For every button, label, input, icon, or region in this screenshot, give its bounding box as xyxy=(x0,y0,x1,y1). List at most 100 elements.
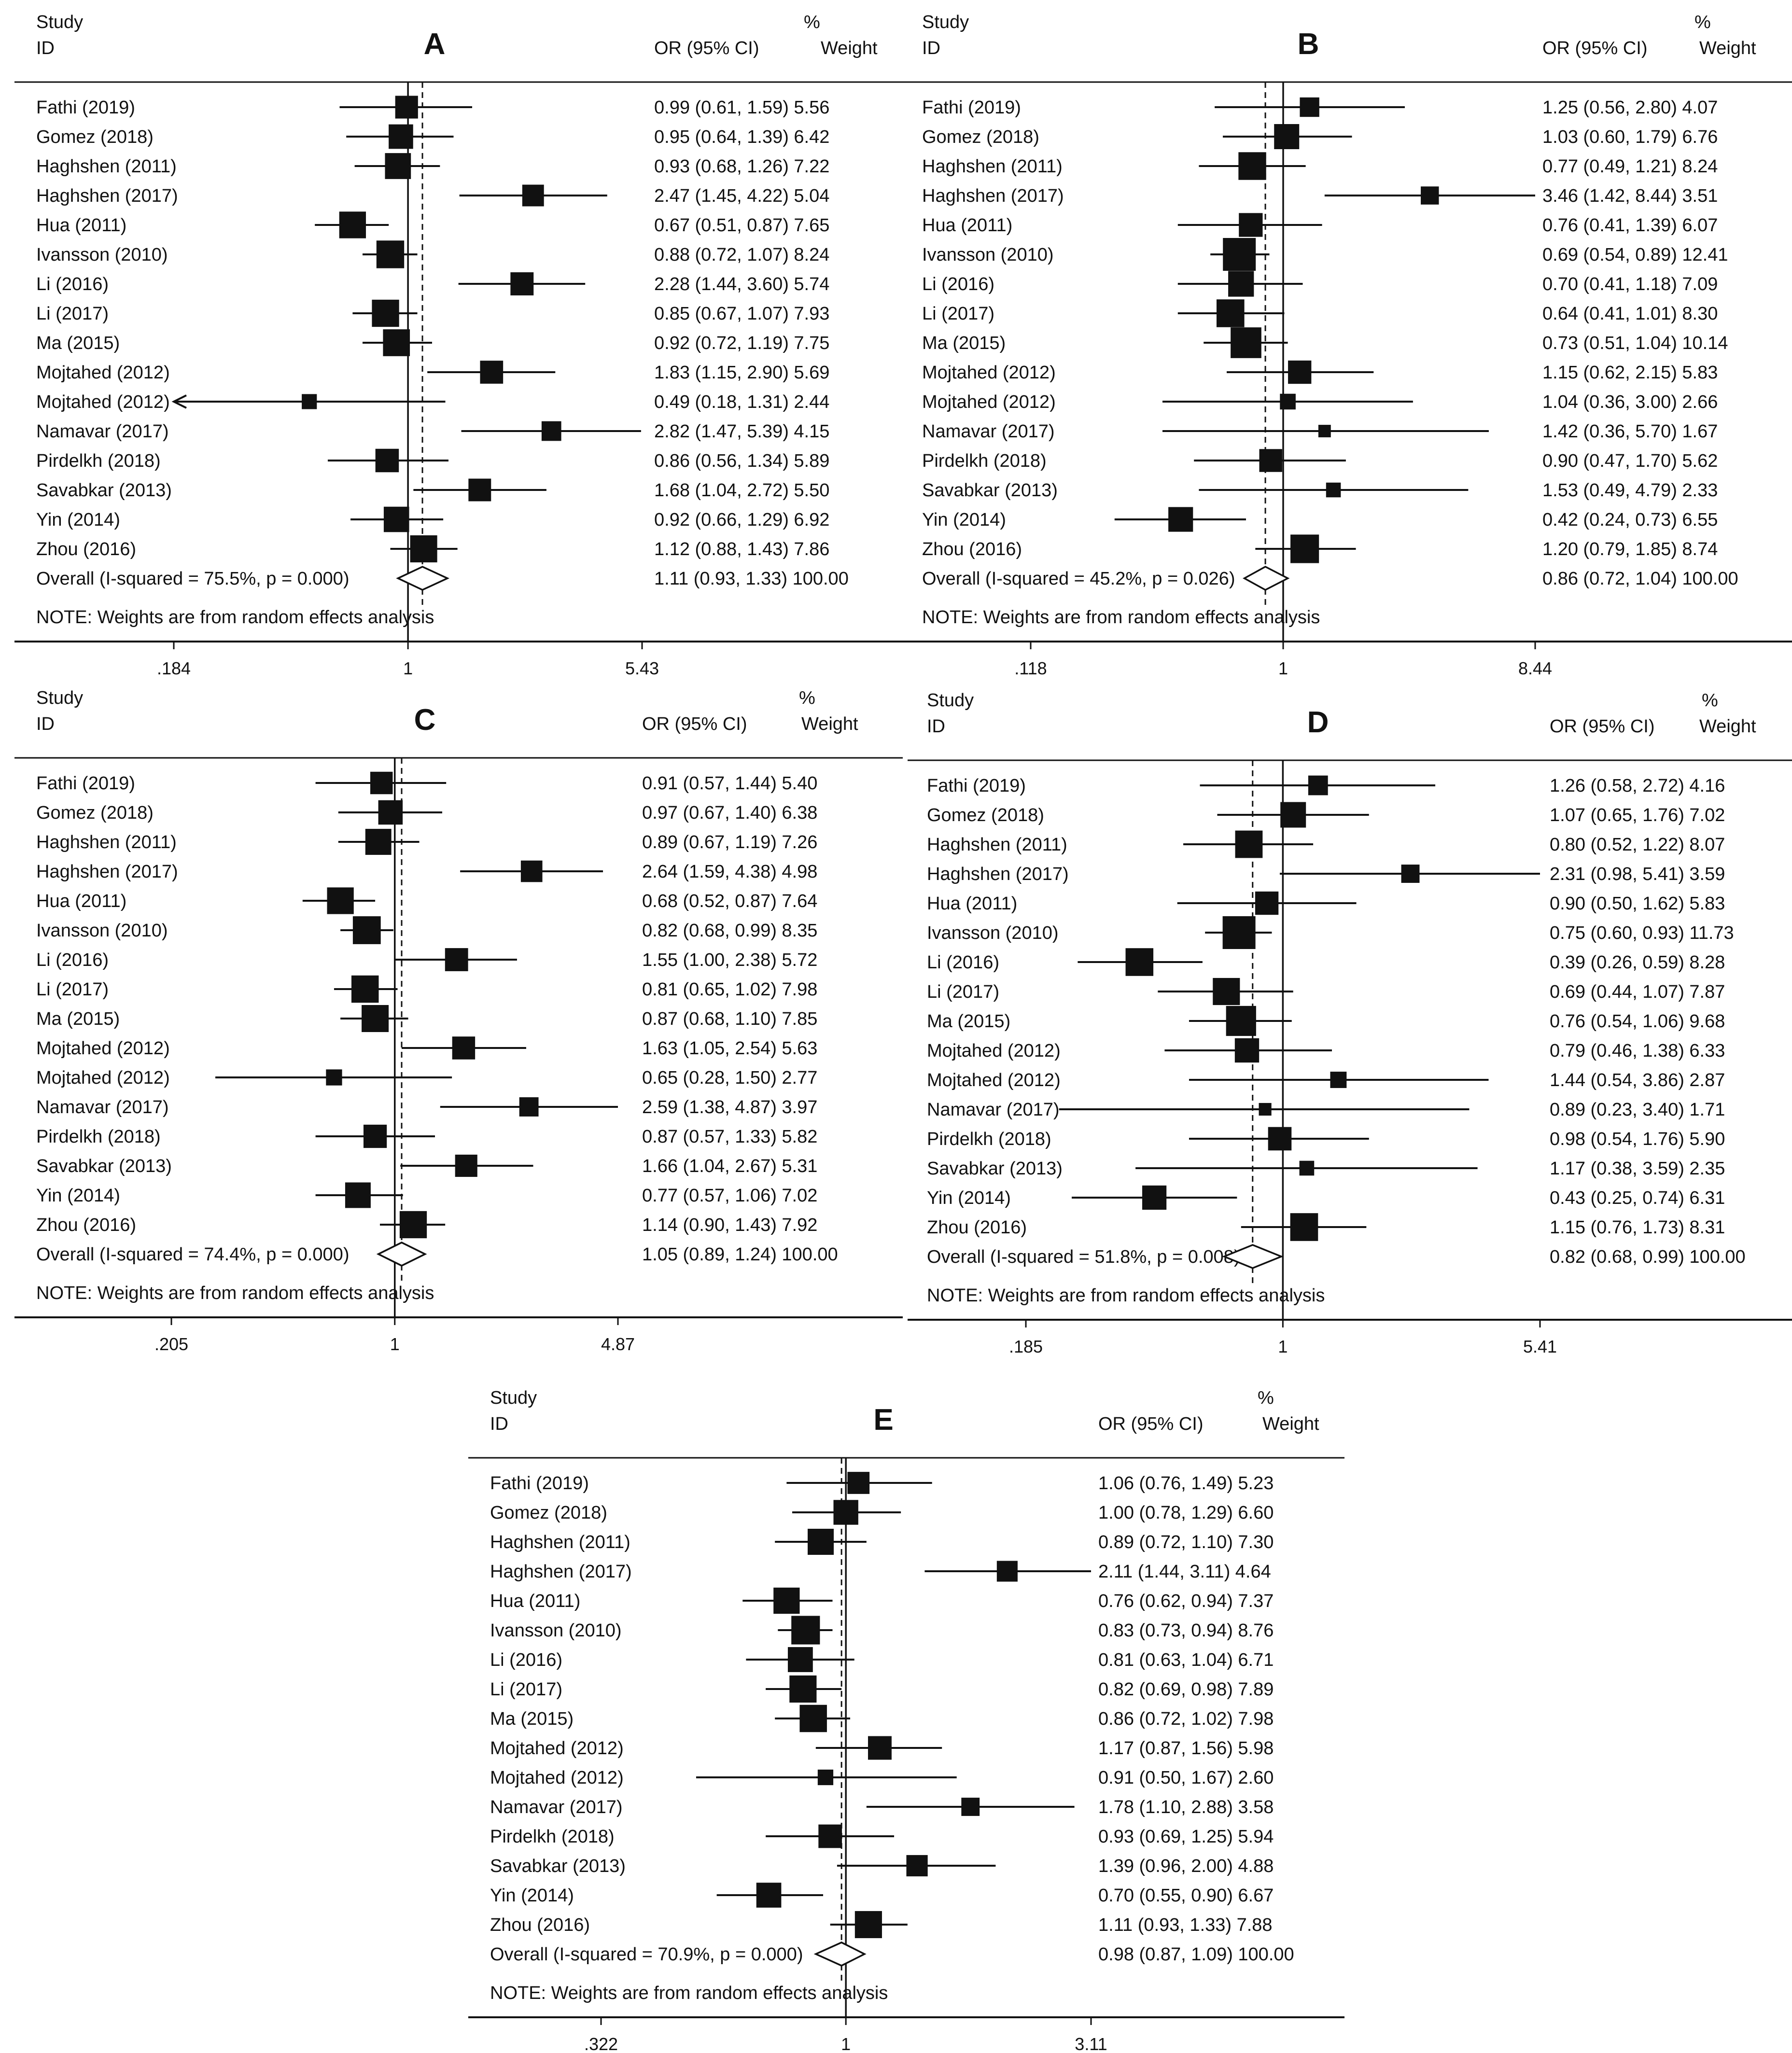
study-label: Yin (2014) xyxy=(36,510,120,530)
point-estimate-square xyxy=(791,1616,820,1645)
point-estimate-square xyxy=(787,1647,813,1672)
study-row: Mojtahed (2012) 0.79 (0.46, 1.38) 6.33 xyxy=(927,1038,1725,1063)
study-or-text: 0.90 (0.47, 1.70) 5.62 xyxy=(1542,451,1718,471)
axis-tick-label: .205 xyxy=(154,1334,188,1354)
point-estimate-square xyxy=(327,887,354,914)
overall-label: Overall (I-squared = 74.4%, p = 0.000) xyxy=(36,1244,349,1265)
study-or-text: 0.93 (0.69, 1.25) 5.94 xyxy=(1098,1827,1274,1847)
study-or-text: 0.82 (0.68, 0.99) 8.35 xyxy=(642,921,817,941)
study-or-text: 1.63 (1.05, 2.54) 5.63 xyxy=(642,1038,817,1059)
study-label: Fathi (2019) xyxy=(922,98,1021,118)
study-row: Pirdelkh (2018) 0.98 (0.54, 1.76) 5.90 xyxy=(927,1127,1725,1151)
header-study: Study xyxy=(922,12,969,32)
point-estimate-square xyxy=(1330,1072,1347,1088)
overall-diamond xyxy=(813,1941,867,1967)
study-row: Gomez (2018) 1.07 (0.65, 1.76) 7.02 xyxy=(927,802,1725,828)
study-or-text: 0.87 (0.68, 1.10) 7.85 xyxy=(642,1009,817,1029)
axis-tick-label: .184 xyxy=(157,658,191,678)
point-estimate-square xyxy=(1274,124,1300,149)
study-row: Li (2016) 2.28 (1.44, 3.60) 5.74 xyxy=(36,272,829,295)
study-or-text: 0.89 (0.72, 1.10) 7.30 xyxy=(1098,1532,1274,1552)
study-row: Namavar (2017) 0.89 (0.23, 3.40) 1.71 xyxy=(927,1100,1725,1120)
weights-note: NOTE: Weights are from random effects an… xyxy=(922,607,1320,628)
header-weight: Weight xyxy=(1699,38,1756,58)
study-row: Fathi (2019) 0.91 (0.57, 1.44) 5.40 xyxy=(36,771,817,795)
point-estimate-square xyxy=(1401,865,1420,883)
study-row: Zhou (2016) 1.14 (0.90, 1.43) 7.92 xyxy=(36,1211,817,1239)
study-or-text: 1.20 (0.79, 1.85) 8.74 xyxy=(1542,539,1718,559)
point-estimate-square xyxy=(868,1736,892,1760)
study-label: Haghshen (2011) xyxy=(36,832,177,852)
point-estimate-square xyxy=(339,211,366,238)
point-estimate-square xyxy=(395,96,418,119)
study-row: Savabkar (2013) 1.17 (0.38, 3.59) 2.35 xyxy=(927,1159,1725,1179)
ci-arrow-left xyxy=(171,394,187,409)
study-or-text: 0.39 (0.26, 0.59) 8.28 xyxy=(1550,952,1725,973)
study-or-text: 2.64 (1.59, 4.38) 4.98 xyxy=(642,862,817,882)
study-row: Hua (2011) 0.90 (0.50, 1.62) 5.83 xyxy=(927,891,1725,915)
point-estimate-square xyxy=(1239,213,1263,237)
point-estimate-square xyxy=(362,1005,389,1033)
study-or-text: 1.00 (0.78, 1.29) 6.60 xyxy=(1098,1503,1274,1523)
point-estimate-square xyxy=(1213,978,1240,1006)
header-study: Study xyxy=(490,1388,537,1408)
study-row: Mojtahed (2012) 1.63 (1.05, 2.54) 5.63 xyxy=(36,1036,817,1060)
study-or-text: 1.11 (0.93, 1.33) 7.88 xyxy=(1098,1915,1273,1935)
study-row: Ma (2015) 0.87 (0.68, 1.10) 7.85 xyxy=(36,1005,817,1033)
study-row: Ivansson (2010) 0.75 (0.60, 0.93) 11.73 xyxy=(927,916,1734,949)
point-estimate-square xyxy=(520,860,543,882)
study-or-text: 0.75 (0.60, 0.93) 11.73 xyxy=(1550,923,1734,943)
study-label: Haghshen (2017) xyxy=(36,862,178,882)
study-label: Namavar (2017) xyxy=(927,1100,1060,1120)
study-or-text: 3.46 (1.42, 8.44) 3.51 xyxy=(1542,186,1718,206)
weights-note: NOTE: Weights are from random effects an… xyxy=(490,1983,888,2003)
study-or-text: 1.14 (0.90, 1.43) 7.92 xyxy=(642,1215,817,1235)
study-label: Pirdelkh (2018) xyxy=(36,1127,161,1147)
study-row: Savabkar (2013) 1.68 (1.04, 2.72) 5.50 xyxy=(36,478,829,502)
study-or-text: 1.17 (0.38, 3.59) 2.35 xyxy=(1550,1159,1725,1179)
study-row: Zhou (2016) 1.12 (0.88, 1.43) 7.86 xyxy=(36,535,829,563)
panel-letter: E xyxy=(873,1403,893,1437)
study-or-text: 0.77 (0.49, 1.21) 8.24 xyxy=(1542,156,1718,177)
point-estimate-square xyxy=(383,506,409,532)
study-label: Mojtahed (2012) xyxy=(490,1768,624,1788)
study-row: Mojtahed (2012) 0.49 (0.18, 1.31) 2.44 xyxy=(36,392,829,412)
point-estimate-square xyxy=(808,1528,834,1555)
point-estimate-square xyxy=(468,478,491,502)
header-percent: % xyxy=(799,688,815,708)
study-label: Mojtahed (2012) xyxy=(922,392,1056,412)
study-row: Pirdelkh (2018) 0.86 (0.56, 1.34) 5.89 xyxy=(36,448,829,473)
study-or-text: 0.67 (0.51, 0.87) 7.65 xyxy=(654,215,829,236)
study-row: Namavar (2017) 2.59 (1.38, 4.87) 3.97 xyxy=(36,1097,817,1117)
overall-row: Overall (I-squared = 51.8%, p = 0.008) 0.… xyxy=(927,1244,1746,1269)
study-or-text: 0.98 (0.54, 1.76) 5.90 xyxy=(1550,1129,1725,1149)
study-or-text: 0.43 (0.25, 0.74) 6.31 xyxy=(1550,1188,1725,1208)
point-estimate-square xyxy=(383,329,410,356)
study-row: Mojtahed (2012) 1.83 (1.15, 2.90) 5.69 xyxy=(36,361,829,384)
study-row: Li (2016) 0.81 (0.63, 1.04) 6.71 xyxy=(490,1647,1274,1672)
point-estimate-square xyxy=(1231,327,1261,358)
overall-or-text: 0.86 (0.72, 1.04) 100.00 xyxy=(1542,569,1738,589)
study-row: Zhou (2016) 1.20 (0.79, 1.85) 8.74 xyxy=(922,534,1718,563)
point-estimate-square xyxy=(1290,534,1319,563)
point-estimate-square xyxy=(1259,1103,1272,1116)
study-row: Ivansson (2010) 0.82 (0.68, 0.99) 8.35 xyxy=(36,916,817,944)
study-row: Hua (2011) 0.76 (0.41, 1.39) 6.07 xyxy=(922,213,1718,237)
study-or-text: 1.78 (1.10, 2.88) 3.58 xyxy=(1098,1797,1274,1817)
point-estimate-square xyxy=(818,1824,842,1848)
study-label: Savabkar (2013) xyxy=(36,1156,172,1176)
study-or-text: 1.44 (0.54, 3.86) 2.87 xyxy=(1550,1070,1725,1090)
study-label: Ivansson (2010) xyxy=(36,921,168,941)
study-or-text: 1.39 (0.96, 2.00) 4.88 xyxy=(1098,1856,1274,1876)
study-row: Yin (2014) 0.42 (0.24, 0.73) 6.55 xyxy=(922,507,1718,532)
study-label: Haghshen (2011) xyxy=(490,1532,630,1552)
point-estimate-square xyxy=(480,361,504,384)
header-weight: Weight xyxy=(1699,716,1756,737)
study-label: Li (2017) xyxy=(922,304,994,324)
study-row: Li (2017) 0.69 (0.44, 1.07) 7.87 xyxy=(927,978,1725,1006)
study-or-text: 0.73 (0.51, 1.04) 10.14 xyxy=(1542,333,1728,353)
study-row: Haghshen (2011) 0.77 (0.49, 1.21) 8.24 xyxy=(922,152,1718,180)
study-or-text: 1.66 (1.04, 2.67) 5.31 xyxy=(642,1156,817,1176)
study-label: Mojtahed (2012) xyxy=(36,363,170,383)
point-estimate-square xyxy=(389,124,413,149)
